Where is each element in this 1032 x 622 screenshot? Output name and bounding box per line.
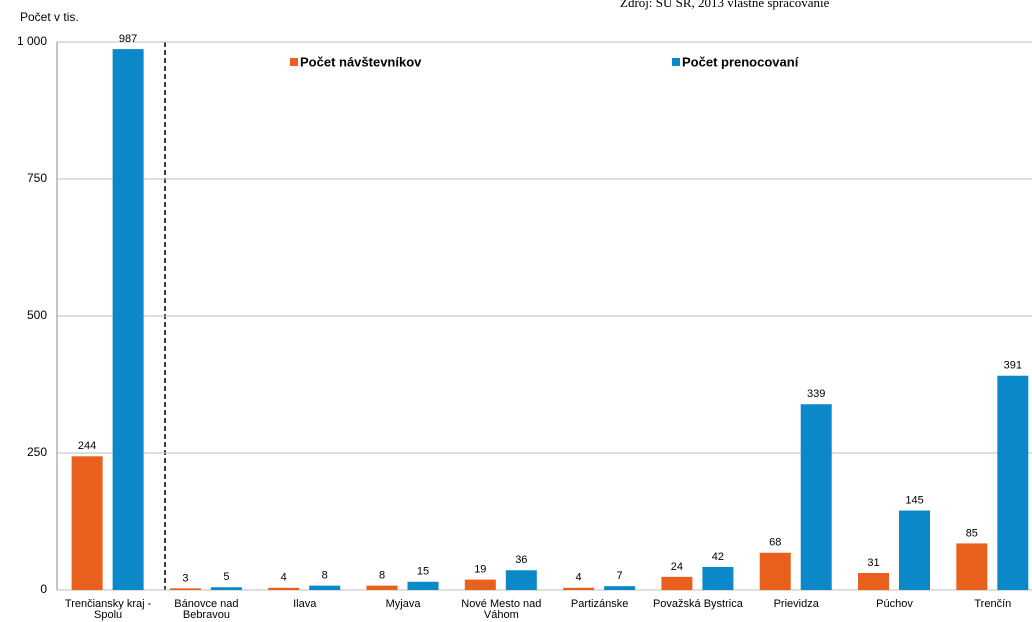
- bar: [505, 570, 537, 590]
- bar: [956, 543, 988, 590]
- bar: [604, 586, 636, 590]
- data-label: 85: [966, 527, 978, 539]
- bar: [268, 587, 300, 590]
- data-label: 8: [322, 570, 328, 582]
- x-tick-label: Partizánske: [570, 598, 629, 610]
- y-tick-label: 250: [27, 445, 47, 459]
- x-tick-label: Nové Mesto nad Váhom: [461, 598, 542, 621]
- data-label: 31: [867, 557, 879, 569]
- x-tick-label: Bánovce nad Bebravou: [174, 598, 239, 621]
- data-label: 987: [119, 33, 137, 45]
- bar: [210, 587, 242, 590]
- y-axis-title: Počet v tis.: [20, 10, 79, 24]
- x-tick-label: Trenčiansky kraj - Spolu: [64, 598, 152, 621]
- bar: [309, 585, 341, 590]
- data-label: 42: [712, 551, 724, 563]
- bar: [702, 566, 734, 590]
- data-label: 7: [617, 570, 623, 582]
- legend-swatch: [290, 58, 298, 66]
- legend-label: Počet návštevníkov: [300, 54, 422, 69]
- source: Zdroj: ŠÚ SR, 2013 vlastné spracovanie: [620, 0, 830, 10]
- data-label: 4: [281, 572, 287, 584]
- data-label: 339: [807, 388, 825, 400]
- data-label: 19: [474, 563, 486, 575]
- x-tick-label: Ilava: [293, 598, 317, 610]
- bar: [112, 49, 144, 590]
- bar: [563, 587, 595, 590]
- y-tick-label: 1 000: [17, 34, 47, 48]
- data-label: 244: [78, 440, 96, 452]
- bar: [71, 456, 103, 590]
- x-tick-label: Považská Bystrica: [652, 598, 743, 610]
- legend-swatch: [672, 58, 680, 66]
- data-label: 8: [379, 570, 385, 582]
- x-tick-label: Prievidza: [773, 598, 819, 610]
- bar: [661, 576, 693, 590]
- x-tick-label: Púchov: [876, 598, 913, 610]
- bar: [464, 579, 496, 590]
- data-label: 145: [905, 494, 923, 506]
- data-label: 4: [576, 572, 582, 584]
- data-label: 24: [671, 561, 683, 573]
- legend-label: Počet prenocovaní: [682, 54, 799, 69]
- data-label: 36: [515, 554, 527, 566]
- x-tick-label: Trenčín: [974, 598, 1012, 610]
- x-tick-label: Myjava: [385, 598, 421, 610]
- bar: [759, 552, 791, 590]
- bar: [407, 581, 439, 590]
- bar: [366, 585, 398, 590]
- data-label: 15: [417, 566, 429, 578]
- bar: [858, 573, 890, 590]
- y-tick-label: 500: [27, 308, 47, 322]
- bar: [800, 404, 832, 590]
- data-label: 3: [182, 572, 188, 584]
- bar: [997, 375, 1029, 590]
- bar: [899, 510, 931, 590]
- y-tick-label: 0: [40, 582, 47, 596]
- data-label: 391: [1004, 360, 1022, 372]
- data-label: 68: [769, 537, 781, 549]
- data-label: 5: [223, 571, 229, 583]
- bar: [169, 588, 201, 590]
- y-tick-label: 750: [27, 171, 47, 185]
